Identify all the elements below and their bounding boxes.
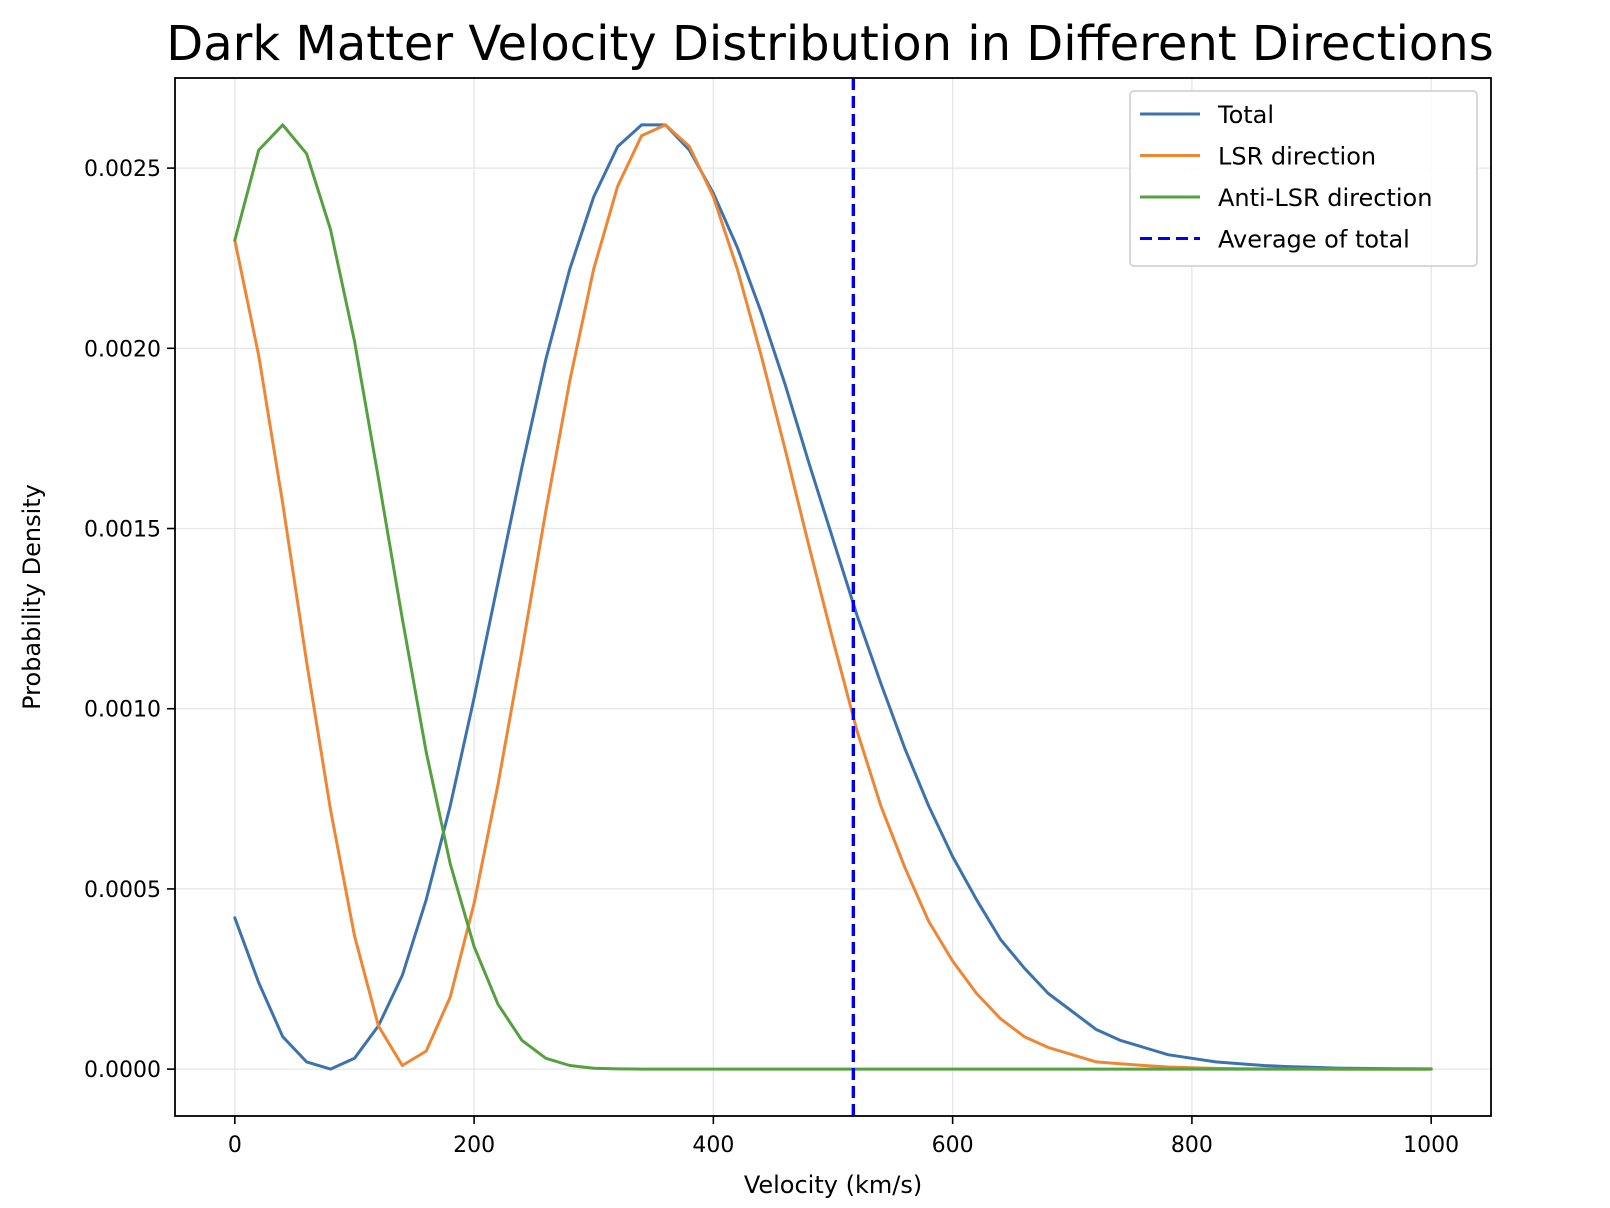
y-tick-label: 0.0015 bbox=[84, 518, 161, 543]
x-tick-label: 600 bbox=[932, 1133, 974, 1158]
y-tick-label: 0.0005 bbox=[84, 878, 161, 903]
legend-label: LSR direction bbox=[1218, 143, 1376, 171]
series-line-anti-lsr-direction bbox=[233, 123, 1433, 1071]
y-ticks: 0.0000 0.0005 0.0010 0.0015 0.0020 0.0025 bbox=[84, 157, 175, 1083]
y-tick-label: 0.0020 bbox=[84, 337, 161, 362]
legend: Total LSR direction Anti-LSR direction Aver… bbox=[1129, 90, 1478, 267]
x-axis-label: Velocity (km/s) bbox=[744, 1171, 922, 1199]
plot-frame bbox=[174, 77, 1492, 1117]
chart-title: Dark Matter Velocity Distribution in Dif… bbox=[166, 16, 1493, 72]
legend-label: Average of total bbox=[1218, 226, 1410, 254]
legend-box bbox=[1129, 90, 1478, 267]
y-tick-label: 0.0025 bbox=[84, 157, 161, 182]
legend-label: Anti-LSR direction bbox=[1218, 184, 1432, 212]
x-tick-label: 0 bbox=[228, 1133, 242, 1158]
x-tick-label: 400 bbox=[692, 1133, 734, 1158]
series-line-total bbox=[233, 123, 1433, 1071]
series-lines bbox=[233, 123, 1433, 1071]
x-ticks: 0 200 400 600 800 1000 bbox=[228, 1116, 1459, 1158]
y-tick-label: 0.0010 bbox=[84, 698, 161, 723]
legend-label: Total bbox=[1217, 101, 1274, 129]
y-tick-label: 0.0000 bbox=[84, 1058, 161, 1083]
x-tick-label: 200 bbox=[453, 1133, 495, 1158]
x-tick-label: 800 bbox=[1171, 1133, 1213, 1158]
y-axis-label: Probability Density bbox=[18, 484, 46, 710]
x-tick-label: 1000 bbox=[1403, 1133, 1459, 1158]
